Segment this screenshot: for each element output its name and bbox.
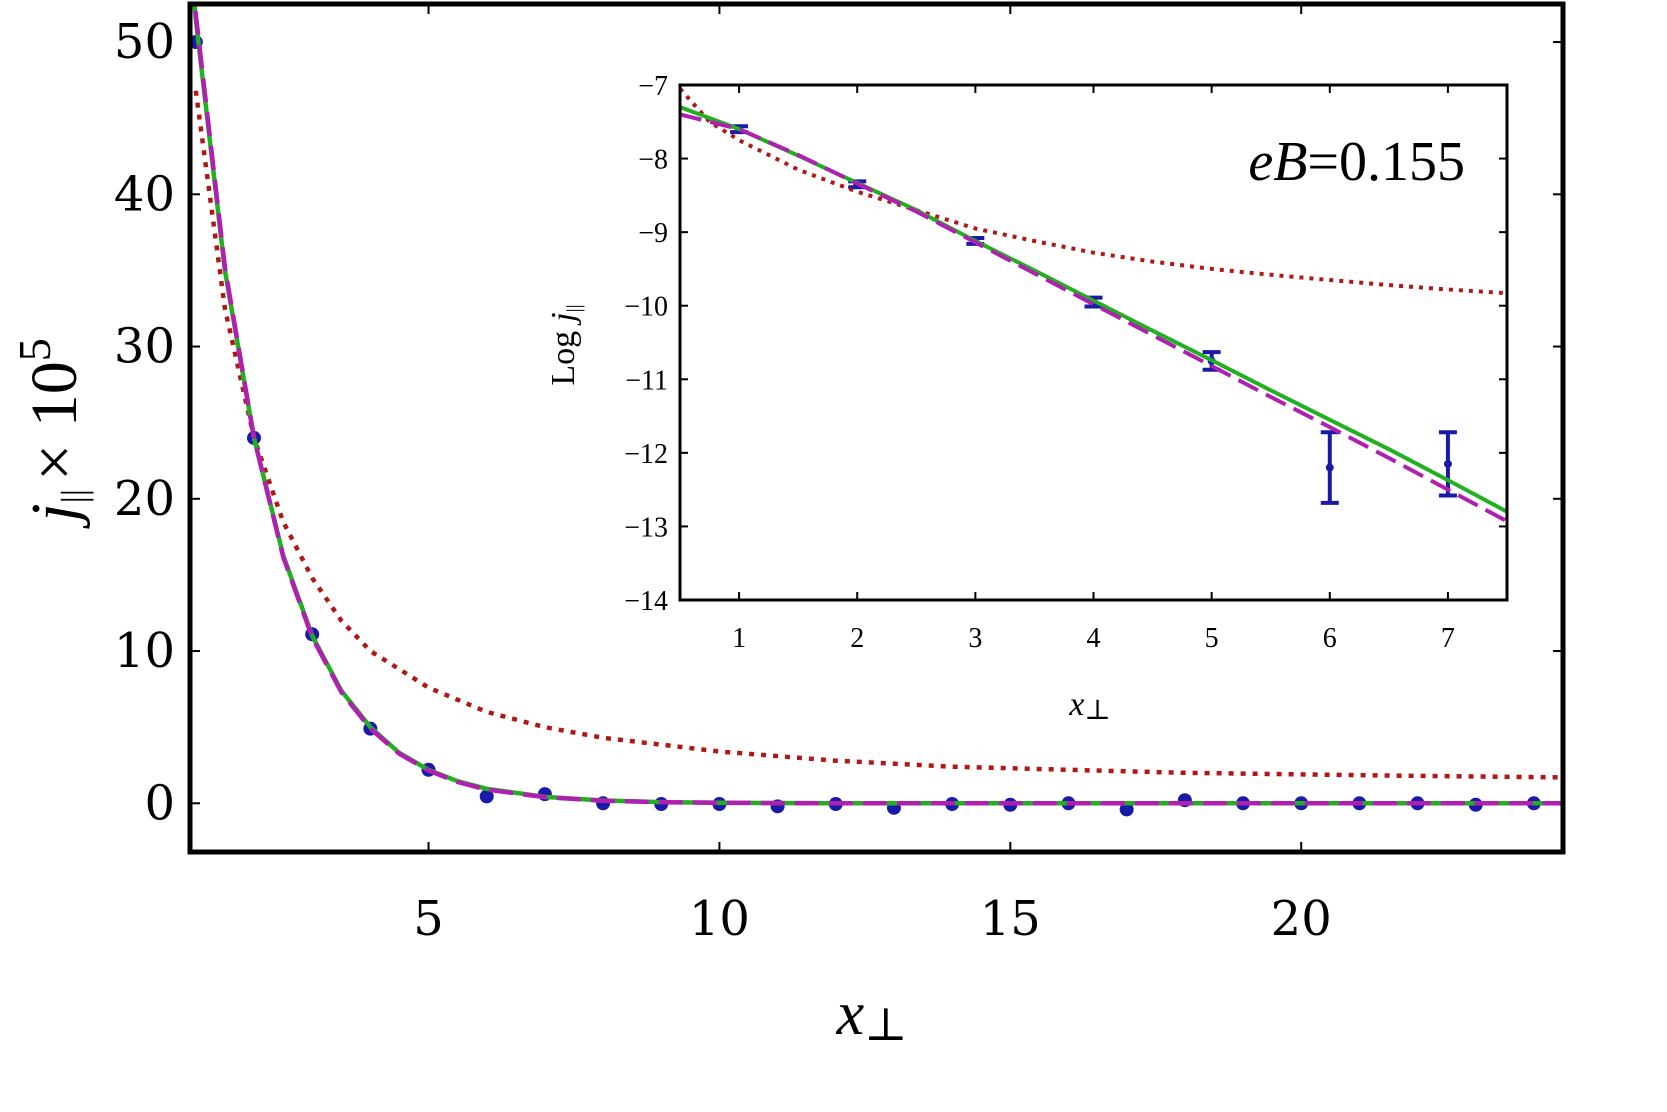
inset-x-tick-label: 5: [1205, 623, 1219, 654]
main-y-tick-label: 50: [114, 14, 175, 70]
main-y-tick-label: 20: [114, 471, 175, 527]
inset-annotation: eB=0.155: [1248, 131, 1465, 193]
main-series-dotted-line: [193, 90, 1563, 780]
inset-annotation-value: =0.155: [1307, 131, 1465, 193]
inset-x-tick-label: 7: [1441, 623, 1455, 654]
main-y-label-times: × 10: [18, 361, 91, 481]
main-y-axis-label: j|| × 105: [9, 338, 94, 530]
main-series-dashed-line: [192, 4, 1563, 806]
inset-x-axis-label: x⊥: [1068, 686, 1110, 726]
main-x-tick-label: 15: [980, 891, 1041, 947]
main-y-label-exp: 5: [9, 338, 60, 361]
main-y-tick-label: 0: [144, 775, 175, 831]
inset-y-tick-label: −8: [638, 145, 668, 176]
inset-x-label-sub: ⊥: [1084, 695, 1110, 726]
main-series: [190, 4, 1563, 817]
inset-x-tick-label: 3: [968, 623, 982, 654]
inset-y-tick-label: −13: [624, 512, 668, 543]
inset-x-tick-label: 2: [850, 623, 864, 654]
main-y-label-var: j: [18, 503, 91, 529]
main-y-label-sub: ||: [54, 489, 94, 503]
inset-data-point: [1443, 459, 1452, 468]
inset-y-label-prefix: Log: [545, 331, 582, 386]
main-x-label-sub: ⊥: [864, 999, 907, 1050]
inset-plot: 1 2 3 4 5 6 7 −7 −8 −9 −10 −11 −12 −13 −14 x⊥ Log j|| eB=0…: [545, 71, 1509, 726]
inset-x-label-var: x: [1068, 686, 1084, 723]
inset-x-tick-label: 1: [732, 623, 746, 654]
main-frame: [187, 1, 1566, 855]
inset-y-tick-label: −10: [624, 292, 668, 323]
main-x-axis-label: x⊥: [836, 980, 908, 1050]
inset-x-tick-label: 6: [1323, 623, 1337, 654]
inset-data-point: [1325, 463, 1334, 472]
inset-y-tick-label: −11: [625, 365, 668, 396]
main-y-tick-label: 40: [114, 166, 175, 222]
inset-x-tick-label: 4: [1087, 623, 1101, 654]
inset-y-tick-label: −9: [638, 218, 668, 249]
inset-y-tick-label: −12: [624, 439, 668, 470]
inset-y-axis-label: Log j||: [545, 304, 585, 385]
main-x-tick-label: 10: [689, 891, 750, 947]
main-y-tick-label: 30: [114, 319, 175, 375]
inset-series-dotted-line: [680, 87, 1507, 296]
inset-series: [680, 87, 1507, 524]
main-data-point: [479, 789, 494, 804]
inset-y-tick-label: −14: [624, 586, 668, 617]
main-x-label-var: x: [836, 980, 865, 1048]
main-data-point: [1119, 802, 1134, 817]
main-y-tick-label: 10: [114, 623, 175, 679]
main-x-tick-label: 5: [413, 891, 444, 947]
inset-y-tick-label: −7: [638, 71, 668, 102]
inset-plot-area: [680, 85, 1507, 600]
main-x-tick-label: 20: [1271, 891, 1332, 947]
inset-annotation-var: eB: [1248, 131, 1307, 193]
inset-y-label-sub: ||: [563, 304, 585, 312]
inset-series-solid-line: [680, 105, 1507, 514]
inset-frame: [678, 83, 1509, 602]
inset-y-label-var: j: [545, 312, 582, 325]
